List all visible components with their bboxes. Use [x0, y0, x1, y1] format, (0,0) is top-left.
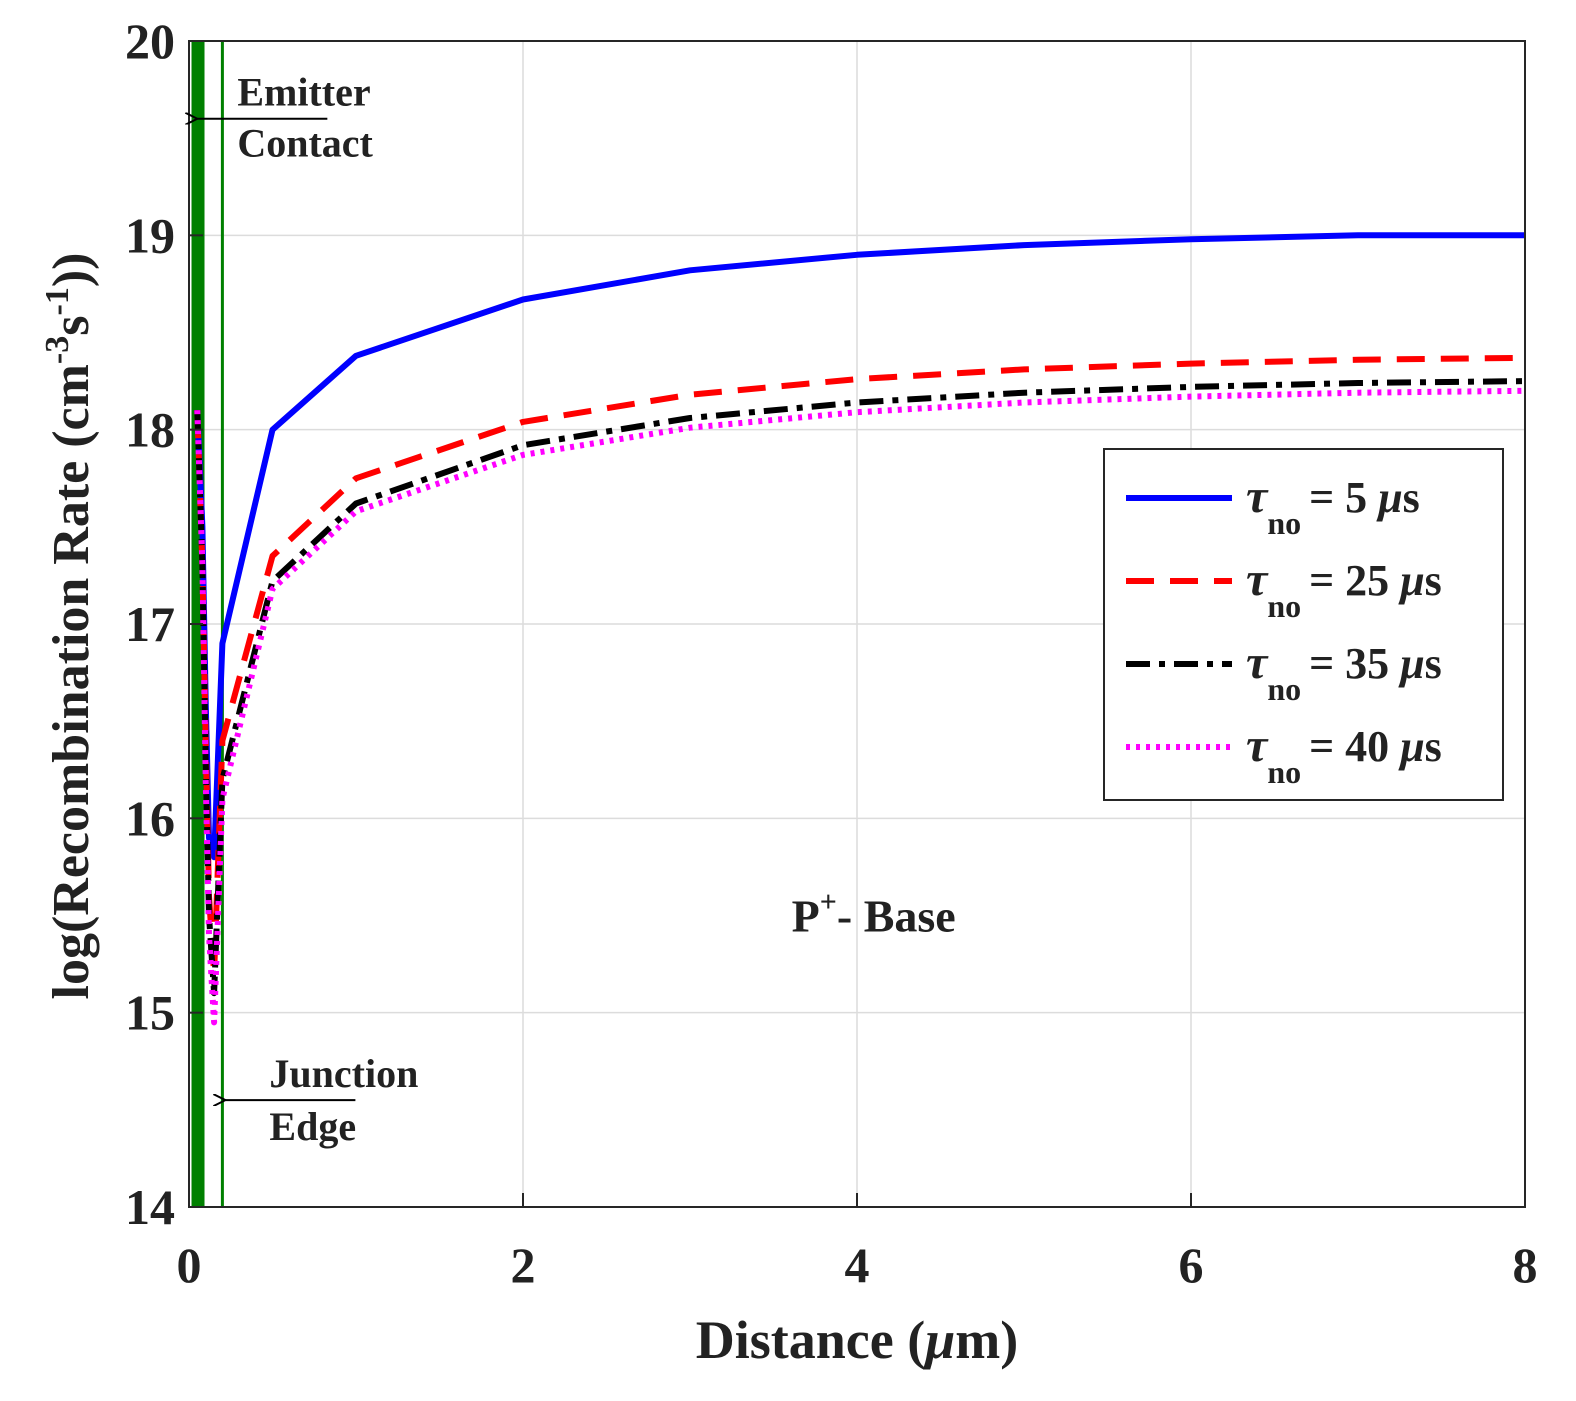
emitter-contact-label-line1: Emitter: [237, 70, 370, 115]
y-tick-label: 16: [125, 790, 175, 846]
legend-item-3: τno= 35 μs: [1126, 636, 1442, 707]
region-label-p-base: P+- Base: [792, 886, 956, 942]
y-tick-label: 14: [125, 1179, 175, 1235]
junction-edge-label-line2: Edge: [269, 1104, 356, 1149]
region-label-rest: - Base: [837, 891, 956, 942]
y-axis-label-prefix: log(Recombination Rate (cm: [43, 364, 100, 999]
legend-entries: τno= 5 μs τno= 25 μs τno= 35 μs τno= 40 μs: [1126, 470, 1442, 790]
y-tick-label: 15: [125, 985, 175, 1041]
series-lines: [194, 232, 1526, 1026]
legend-box: [1103, 448, 1504, 801]
x-axis-label-prefix: Distance (: [696, 1310, 925, 1370]
legend-label: τno= 5 μs: [1246, 470, 1420, 541]
y-tick-label: 18: [125, 402, 175, 458]
region-label-sup: +: [820, 886, 837, 919]
legend-item-4: τno= 40 μs: [1126, 719, 1442, 790]
series-line-4: [194, 387, 1526, 1026]
x-tick-label: 8: [1513, 1237, 1538, 1293]
annotations: Emitter Contact Junction Edge P+- Base: [197, 70, 956, 1149]
y-tick-label: 19: [125, 207, 175, 263]
legend-label: τno= 25 μs: [1246, 553, 1442, 624]
junction-edge-label-line1: Junction: [269, 1051, 418, 1096]
x-axis-label-suffix: m): [955, 1310, 1018, 1370]
x-tick-label: 0: [177, 1237, 202, 1293]
y-axis-label-mid: s: [43, 315, 100, 335]
x-axis-label: Distance (μm): [696, 1310, 1018, 1370]
y-axis-label-exp1: -3: [39, 336, 76, 364]
y-tick-label: 17: [125, 596, 175, 652]
x-axis-label-mu: μ: [922, 1310, 955, 1370]
x-tick-label: 6: [1179, 1237, 1204, 1293]
y-axis-label: log(Recombination Rate (cm-3s-1)): [39, 253, 100, 1000]
legend-label: τno= 35 μs: [1246, 636, 1442, 707]
series-line-2: [194, 354, 1526, 977]
y-axis-label-suffix: )): [43, 253, 100, 288]
x-tick-label: 4: [845, 1237, 870, 1293]
region-label-main: P: [792, 891, 820, 942]
emitter-contact-label-line2: Contact: [237, 121, 373, 166]
legend: τno= 5 μs τno= 25 μs τno= 35 μs τno= 40 μs: [1103, 448, 1504, 801]
legend-item-2: τno= 25 μs: [1126, 553, 1442, 624]
axis-ticks: 0 2 4 6 8 14 15 16 17 18 19 20: [125, 13, 1538, 1293]
y-tick-label: 20: [125, 13, 175, 69]
y-axis-label-exp2: -1: [39, 287, 76, 315]
x-tick-label: 2: [511, 1237, 536, 1293]
legend-label: τno= 40 μs: [1246, 719, 1442, 790]
legend-item-1: τno= 5 μs: [1126, 470, 1420, 541]
